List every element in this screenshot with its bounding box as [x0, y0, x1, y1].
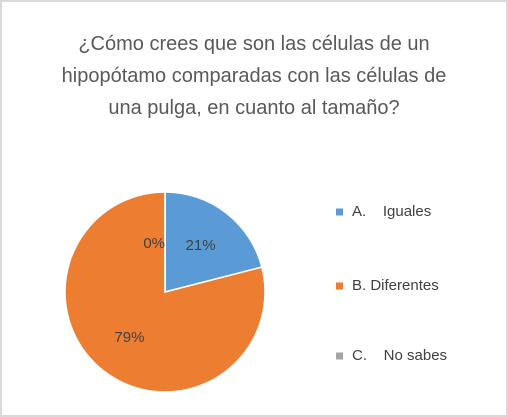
chart-title: ¿Cómo crees que son las células de un hi… — [61, 33, 447, 119]
legend-label: C. No sabes — [352, 347, 447, 364]
legend-marker — [336, 208, 343, 216]
legend-label: B. Diferentes — [352, 277, 439, 294]
data-label: 0% — [143, 235, 165, 252]
data-label: 21% — [186, 237, 216, 254]
data-label: 79% — [114, 329, 144, 346]
legend-marker — [336, 282, 343, 290]
pie-slice — [164, 191, 263, 293]
legend-marker — [336, 352, 343, 360]
legend-label: A. Iguales — [352, 203, 431, 220]
